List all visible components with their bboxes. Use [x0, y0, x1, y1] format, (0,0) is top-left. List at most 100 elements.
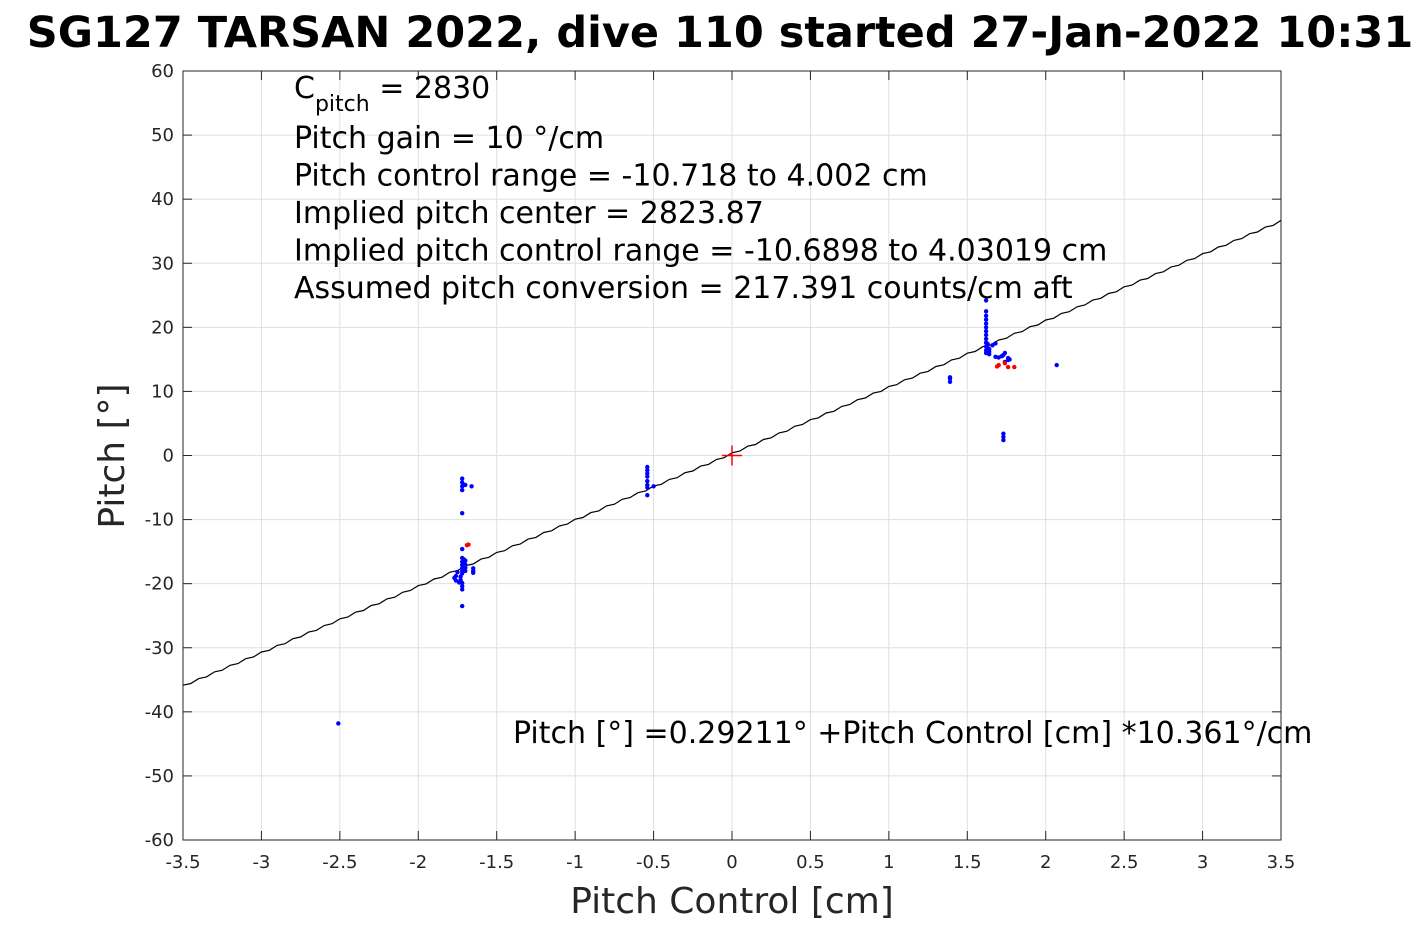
data-point	[1002, 350, 1008, 356]
y-tick-label: -30	[145, 638, 174, 659]
data-point	[460, 546, 465, 552]
data-point	[460, 476, 465, 481]
data-point	[1001, 437, 1006, 443]
data-point	[455, 569, 460, 575]
x-tick-label: 3	[1197, 852, 1208, 873]
data-point	[1001, 434, 1006, 440]
data-point	[983, 325, 989, 330]
annotation-line: Pitch gain = 10 °/cm	[294, 121, 604, 156]
annotation-line: Assumed pitch conversion = 217.391 count…	[294, 271, 1073, 306]
fit-equation: Pitch [°] =0.29211° +Pitch Control [cm] …	[513, 716, 1312, 751]
data-point	[471, 570, 476, 575]
data-point	[466, 542, 471, 547]
y-tick-label: -60	[145, 830, 174, 851]
data-point	[651, 484, 656, 489]
data-point	[1002, 361, 1008, 366]
series-1-points	[336, 298, 1059, 726]
data-point	[983, 317, 989, 322]
data-point	[460, 587, 465, 592]
data-point	[645, 478, 650, 484]
y-tick-label: -50	[145, 766, 174, 787]
data-point	[983, 298, 989, 303]
y-tick-label: -20	[145, 574, 174, 595]
x-tick-label: -2	[409, 852, 427, 873]
data-point	[461, 557, 466, 562]
data-point	[456, 580, 462, 585]
data-point	[1012, 364, 1017, 370]
x-tick-label: 0	[726, 852, 737, 873]
annotation-line: Pitch control range = -10.718 to 4.002 c…	[294, 159, 928, 194]
data-point	[947, 379, 953, 384]
data-point	[463, 482, 468, 488]
annotation-line: Implied pitch control range = -10.6898 t…	[294, 234, 1107, 269]
series-2-points	[464, 361, 1017, 548]
data-point	[460, 511, 465, 516]
data-point	[458, 574, 463, 579]
y-tick-label: 20	[151, 317, 174, 338]
x-tick-label: 1	[883, 852, 894, 873]
y-tick-label: 0	[163, 446, 174, 467]
data-point	[983, 321, 989, 326]
data-points	[336, 298, 1059, 726]
data-point	[983, 332, 989, 338]
data-point	[645, 464, 650, 470]
data-point	[645, 474, 650, 479]
data-point	[987, 346, 992, 352]
x-tick-label: -3	[252, 852, 270, 873]
data-point	[460, 584, 465, 589]
data-point	[983, 313, 989, 318]
data-point	[460, 480, 465, 485]
cpitch-value: = 2830	[370, 71, 491, 106]
data-point	[469, 484, 474, 489]
data-point	[463, 562, 468, 567]
x-tick-label: 2.5	[1110, 852, 1139, 873]
x-tick-label: 3.5	[1267, 852, 1296, 873]
y-tick-labels: -60 -50 -40 -30 -20 -10 0 10 20 30 40 50 60	[145, 61, 174, 851]
x-tick-label: -3.5	[165, 852, 200, 873]
x-tick-label: 1.5	[953, 852, 982, 873]
data-point	[996, 362, 1001, 368]
data-point	[645, 471, 650, 476]
data-point	[645, 485, 650, 490]
data-point	[460, 487, 465, 493]
x-axis-label: Pitch Control [cm]	[570, 881, 894, 922]
data-point	[1054, 362, 1059, 368]
data-point	[983, 336, 989, 342]
center-marker	[722, 445, 742, 466]
y-tick-label: -40	[145, 702, 174, 723]
data-point	[985, 341, 990, 347]
grid-lines	[182, 70, 1282, 841]
y-tick-label: 50	[151, 125, 174, 146]
tick-marks	[182, 70, 1282, 841]
x-tick-label: 0.5	[796, 852, 825, 873]
data-point	[453, 578, 459, 583]
cpitch-annotation: Cpitch = 2830	[294, 71, 490, 117]
x-tick-label: -1.5	[479, 852, 514, 873]
cpitch-subscript: pitch	[315, 92, 370, 117]
data-point	[463, 565, 468, 570]
y-tick-label: 60	[151, 61, 174, 82]
data-point	[947, 375, 953, 380]
data-point	[1001, 431, 1006, 436]
data-point	[993, 341, 998, 346]
x-tick-labels: -3.5 -3 -2.5 -2 -1.5 -1 -0.5 0 0.5 1 1.5 2 2.5 3 3.5	[165, 852, 1295, 873]
cpitch-symbol: C	[294, 71, 315, 106]
data-point	[463, 568, 468, 574]
y-axis-label: Pitch [°]	[92, 383, 133, 528]
data-point	[1007, 357, 1012, 362]
data-point	[336, 721, 341, 726]
data-point	[1005, 364, 1011, 370]
y-tick-label: 30	[151, 253, 174, 274]
data-point	[645, 493, 650, 498]
y-tick-label: 40	[151, 189, 174, 210]
x-tick-label: -1	[566, 852, 584, 873]
data-point	[983, 329, 989, 334]
y-tick-label: -10	[145, 510, 174, 531]
annotation-line: Implied pitch center = 2823.87	[294, 196, 764, 231]
data-point	[983, 309, 989, 314]
x-tick-label: 2	[1040, 852, 1051, 873]
y-tick-label: 10	[151, 381, 174, 402]
x-tick-label: -0.5	[636, 852, 671, 873]
